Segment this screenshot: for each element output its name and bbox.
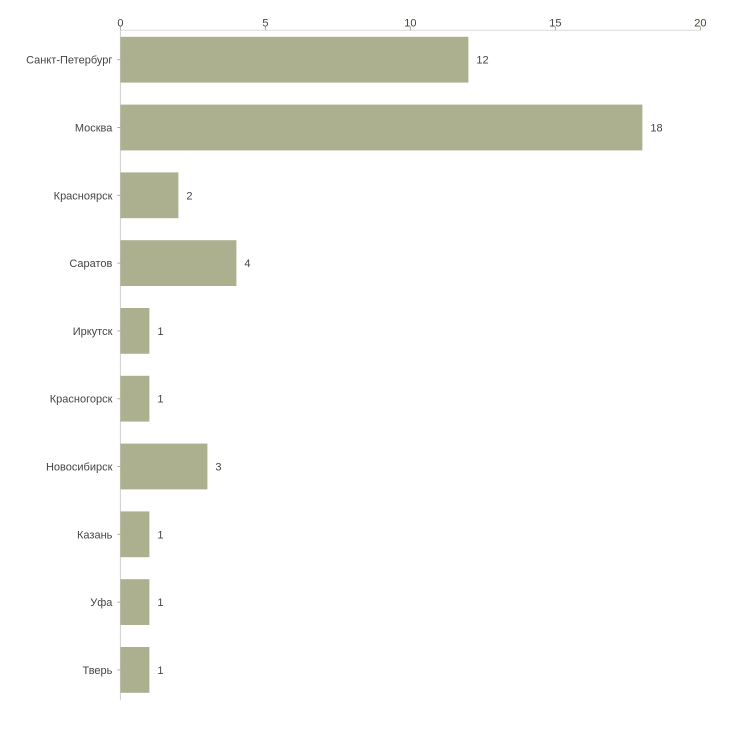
svg-text:18: 18 [650, 123, 662, 135]
svg-text:2: 2 [186, 190, 192, 202]
svg-text:Казань: Казань [77, 529, 113, 541]
svg-text:Иркутск: Иркутск [73, 326, 113, 338]
svg-text:1: 1 [157, 394, 163, 406]
svg-text:Саратов: Саратов [69, 258, 112, 270]
svg-text:3: 3 [215, 462, 221, 474]
svg-text:10: 10 [404, 17, 416, 29]
svg-text:15: 15 [549, 17, 561, 29]
svg-text:1: 1 [157, 665, 163, 677]
svg-text:Красноярск: Красноярск [54, 190, 113, 202]
svg-text:Москва: Москва [75, 123, 113, 135]
svg-text:Новосибирск: Новосибирск [46, 462, 113, 474]
svg-text:1: 1 [157, 529, 163, 541]
svg-text:20: 20 [694, 17, 706, 29]
svg-text:Уфа: Уфа [90, 597, 113, 609]
svg-text:4: 4 [244, 258, 250, 270]
svg-text:0: 0 [117, 17, 123, 29]
svg-text:1: 1 [157, 326, 163, 338]
svg-text:Тверь: Тверь [82, 665, 112, 677]
svg-text:Красногорск: Красногорск [50, 394, 113, 406]
svg-text:5: 5 [262, 17, 268, 29]
svg-text:1: 1 [157, 597, 163, 609]
svg-text:Санкт-Петербург: Санкт-Петербург [26, 55, 112, 67]
svg-text:12: 12 [476, 55, 488, 67]
